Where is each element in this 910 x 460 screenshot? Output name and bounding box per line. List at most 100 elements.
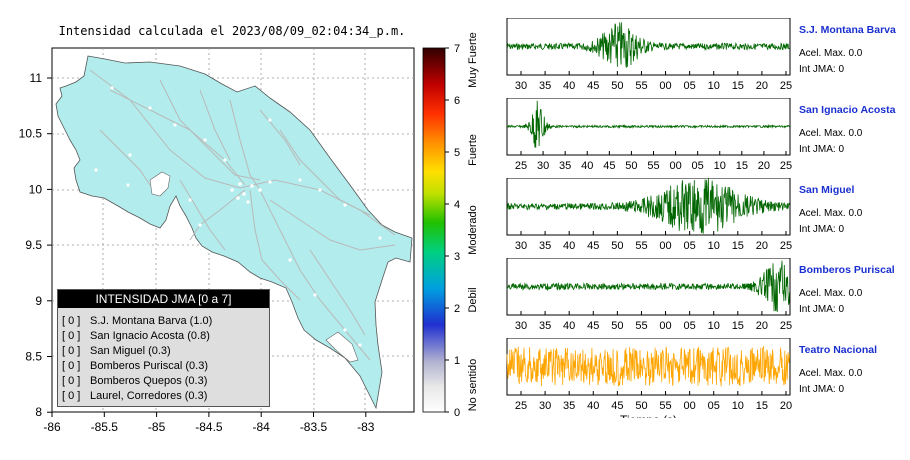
colorbar-tick-label: 1 — [454, 355, 460, 367]
map-title: Intensidad calculada el 2023/08/09_02:04… — [59, 24, 406, 38]
seismogram-trace: 25 30 35 40 45 50 55 00 05 10 15 20 Teatro Nacional A… — [506, 338, 877, 418]
legend-item-label: S.J. Montana Barva (1.0) — [90, 315, 213, 327]
map-y-tick-label: 9.5 — [25, 238, 42, 252]
gulf-of-nicoya — [149, 171, 171, 197]
map-y-tick-label: 9 — [35, 294, 42, 308]
trace-x-tick-label: 35 — [539, 320, 551, 332]
trace-x-tick-label: 25 — [515, 160, 527, 172]
legend-item-badge: [ 0 ] — [62, 330, 81, 342]
trace-x-tick-label: 25 — [780, 240, 792, 252]
map-x-tick-label: -85 — [148, 420, 166, 434]
legend-item-label: Bomberos Puriscal (0.3) — [90, 360, 208, 372]
trace-x-tick-label: 00 — [659, 240, 671, 252]
trace-x-tick-label: 15 — [732, 240, 744, 252]
legend-item-label: Bomberos Quepos (0.3) — [90, 375, 208, 387]
costa-rica-landmass — [55, 55, 413, 410]
station-jma: Int JMA: 0 — [799, 64, 844, 75]
trace-x-tick-label: 35 — [559, 160, 571, 172]
station-accel: Acel. Max. 0.0 — [799, 128, 863, 139]
trace-x-tick-label: 25 — [780, 80, 792, 92]
trace-x-tick-label: 20 — [756, 80, 768, 92]
colorbar-tick-label: 4 — [454, 199, 460, 211]
trace-x-tick-label: 00 — [684, 400, 696, 412]
trace-x-tick-label: 55 — [635, 320, 647, 332]
legend-item: [ 0 ] Laurel, Corredores (0.3) — [62, 389, 269, 404]
legend-item: [ 0 ] Bomberos Puriscal (0.3) — [62, 359, 269, 374]
trace-x-tick-label: 05 — [684, 240, 696, 252]
trace-x-tick-label: 45 — [587, 240, 599, 252]
trace-x-tick-label: 10 — [708, 80, 720, 92]
seismogram-panel: 30 35 40 45 50 55 00 05 10 15 20 25 S.J. Montana Bar… — [505, 0, 910, 460]
trace-x-tick-label: 10 — [708, 320, 720, 332]
trace-waveform — [506, 345, 790, 388]
trace-x-tick-label: 50 — [635, 400, 647, 412]
colorbar-category-label: No sentido — [467, 359, 479, 412]
trace-x-tick-label: 15 — [732, 320, 744, 332]
map-x-tick-label: -83.5 — [300, 420, 328, 434]
trace-x-tick-label: 40 — [563, 320, 575, 332]
legend-item-label: San Miguel (0.3) — [90, 345, 171, 357]
trace-x-tick-label: 30 — [539, 400, 551, 412]
legend-item: [ 0 ] S.J. Montana Barva (1.0) — [62, 314, 269, 329]
map-y-tick-label: 10 — [29, 182, 43, 196]
colorbar-ticks: 0 1 2 3 4 5 6 7 — [445, 43, 460, 419]
trace-x-tick-label: 15 — [732, 80, 744, 92]
colorbar-tick-label: 3 — [454, 251, 460, 263]
colorbar-category-label: Moderado — [467, 205, 479, 255]
trace-x-tick-label: 50 — [625, 160, 637, 172]
legend-item-badge: [ 0 ] — [62, 390, 81, 402]
seismogram-trace: 30 35 40 45 50 55 00 05 10 15 20 25 Bomberos Purisca… — [506, 258, 895, 332]
map-y-tick-label: 11 — [30, 71, 43, 85]
trace-x-tick-label: 40 — [563, 80, 575, 92]
colorbar-tick-label: 7 — [454, 43, 460, 55]
trace-x-tick-label: 45 — [603, 160, 615, 172]
legend-title: INTENSIDAD JMA [0 a 7] — [58, 290, 269, 308]
trace-x-tick-label: 05 — [684, 80, 696, 92]
seismogram-trace: 25 30 35 40 45 50 55 00 05 10 15 20 25 San Ignacio Ac… — [506, 98, 896, 172]
trace-x-tick-label: 30 — [515, 240, 527, 252]
trace-waveform — [506, 100, 790, 148]
trace-x-tick-label: 45 — [587, 80, 599, 92]
colorbar-tick-label: 6 — [454, 95, 460, 107]
station-jma: Int JMA: 0 — [799, 304, 844, 315]
trace-x-tick-label: 00 — [659, 320, 671, 332]
map-x-tick-label: -83 — [357, 420, 375, 434]
town-markers — [94, 86, 382, 347]
map-x-axis: -86 -85.5 -85 -84.5 -84 -83.5 -83 — [43, 412, 375, 434]
trace-x-tick-label: 55 — [635, 240, 647, 252]
trace-x-tick-label: 10 — [708, 240, 720, 252]
colorbar-category-label: Fuerte — [467, 134, 479, 166]
map-x-tick-label: -85.5 — [91, 420, 119, 434]
map-y-axis: 11 10.5 10 9.5 9 8.5 8 — [19, 71, 52, 419]
map-y-tick-label: 8 — [35, 405, 42, 419]
intensity-colorbar — [422, 47, 446, 413]
legend-item-badge: [ 0 ] — [62, 345, 81, 357]
station-name: San Miguel — [799, 184, 855, 196]
station-jma: Int JMA: 0 — [799, 224, 844, 235]
colorbar-category-label: Muy Fuerte — [467, 32, 479, 88]
trace-x-tick-label: 20 — [780, 400, 792, 412]
road-network — [89, 69, 396, 361]
trace-x-axis-label: Tiempo (s) — [620, 413, 677, 418]
trace-x-tick-label: 55 — [647, 160, 659, 172]
station-name: San Ignacio Acosta — [799, 104, 896, 116]
trace-x-tick-label: 55 — [635, 80, 647, 92]
trace-waveform — [506, 22, 790, 68]
trace-waveform — [506, 260, 790, 312]
trace-x-tick-label: 45 — [587, 320, 599, 332]
trace-x-tick-label: 40 — [581, 160, 593, 172]
legend-list: [ 0 ] S.J. Montana Barva (1.0) [ 0 ] San Ig… — [58, 308, 269, 404]
trace-x-tick-label: 50 — [611, 80, 623, 92]
legend-item: [ 0 ] San Ignacio Acosta (0.8) — [62, 329, 269, 344]
trace-x-tick-label: 35 — [539, 240, 551, 252]
trace-x-tick-label: 55 — [659, 400, 671, 412]
trace-x-tick-label: 50 — [611, 320, 623, 332]
station-jma: Int JMA: 0 — [799, 144, 844, 155]
golfo-dulce — [325, 331, 359, 363]
map-x-tick-label: -84 — [253, 420, 271, 434]
trace-x-tick-label: 20 — [758, 160, 770, 172]
station-accel: Acel. Max. 0.0 — [799, 288, 863, 299]
legend-item-badge: [ 0 ] — [62, 375, 81, 387]
station-name: S.J. Montana Barva — [799, 24, 896, 36]
trace-x-tick-label: 30 — [537, 160, 549, 172]
